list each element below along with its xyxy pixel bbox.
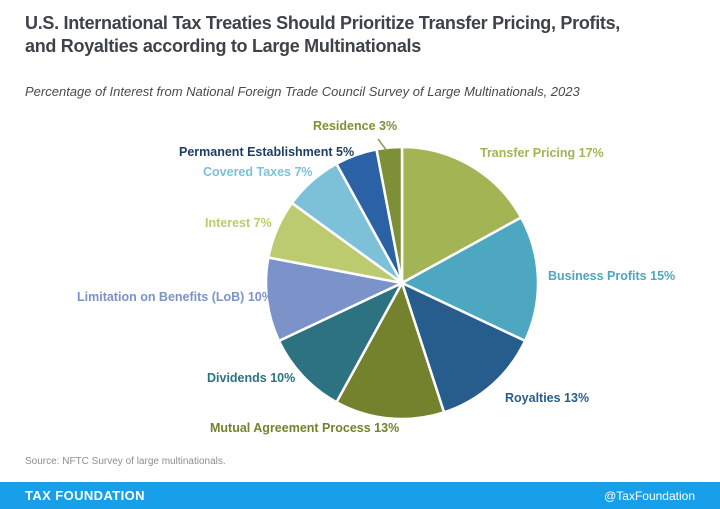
footer-bar: TAX FOUNDATION @TaxFoundation bbox=[0, 482, 720, 509]
pie-slice-transfer-pricing bbox=[400, 145, 523, 285]
source-note: Source: NFTC Survey of large multination… bbox=[25, 456, 226, 467]
residence-leader-line bbox=[377, 138, 388, 152]
pie-slice-residence bbox=[375, 145, 404, 285]
page-title-line-1: U.S. International Tax Treaties Should P… bbox=[25, 13, 621, 33]
chart-subtitle: Percentage of Interest from National For… bbox=[25, 84, 580, 99]
pie-slice-business-profits bbox=[400, 216, 540, 343]
pie-slice-limitation-on-benefits-lob bbox=[264, 256, 404, 343]
page-title-line-2: and Royalties according to Large Multina… bbox=[25, 35, 421, 56]
pie-slice-mutual-agreement-process bbox=[335, 281, 446, 421]
pie-slice-royalties bbox=[400, 281, 527, 414]
page-title: U.S. International Tax Treaties Should P… bbox=[25, 12, 620, 57]
brand-name: TAX FOUNDATION bbox=[25, 488, 145, 503]
twitter-handle: @TaxFoundation bbox=[604, 488, 695, 503]
pie-slice-dividends bbox=[277, 281, 404, 404]
